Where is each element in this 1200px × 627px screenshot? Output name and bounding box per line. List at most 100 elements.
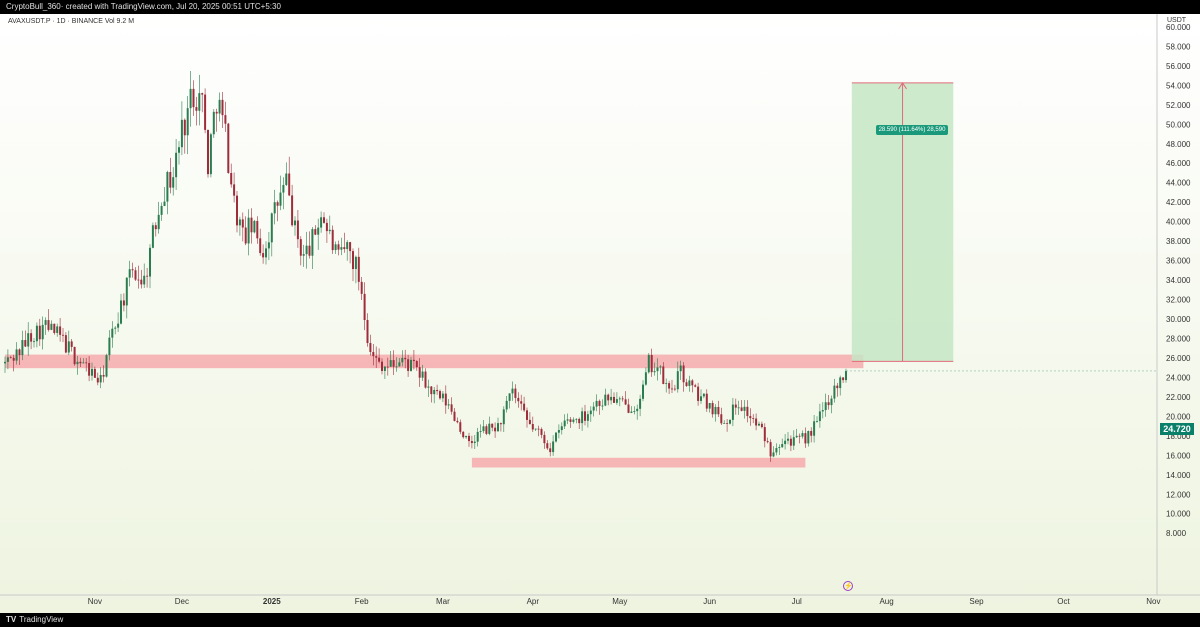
candle-bear xyxy=(131,269,134,271)
candle-bear xyxy=(697,386,700,401)
candle-bear xyxy=(711,403,714,415)
price-tick-label: 32.000 xyxy=(1166,296,1191,305)
candle-bear xyxy=(85,362,88,364)
candle-bear xyxy=(842,377,845,381)
candle-bear xyxy=(323,217,325,223)
candle-bull xyxy=(99,374,102,383)
symbol-legend[interactable]: AVAXUSDT.P · 1D · BINANCE Vol 9.2 M xyxy=(8,18,135,25)
candle-bear xyxy=(424,371,427,388)
candle-bear xyxy=(349,242,352,252)
candle-bear xyxy=(18,349,21,356)
candle-bull xyxy=(111,328,114,338)
candle-bull xyxy=(636,408,639,412)
candle-bear xyxy=(836,385,839,389)
candle-bear xyxy=(412,359,415,362)
time-tick-label: 2025 xyxy=(263,597,281,606)
candle-bear xyxy=(12,357,15,361)
time-tick-label: Jun xyxy=(703,597,716,606)
candle-bear xyxy=(691,380,694,386)
candle-bear xyxy=(662,366,665,384)
candle-bull xyxy=(328,229,331,232)
candle-bull xyxy=(91,368,93,376)
candle-bear xyxy=(624,399,627,405)
candle-bear xyxy=(682,365,685,383)
candle-bull xyxy=(688,380,691,386)
candle-bull xyxy=(117,323,120,328)
candle-bear xyxy=(62,334,64,336)
candle-bear xyxy=(204,94,207,130)
price-tick-label: 28.000 xyxy=(1166,334,1191,343)
time-tick-label: May xyxy=(612,597,627,606)
candle-bull xyxy=(821,410,824,412)
price-tick-label: 14.000 xyxy=(1166,471,1191,480)
candle-bear xyxy=(494,427,497,432)
candle-bull xyxy=(679,365,682,372)
price-tick-label: 34.000 xyxy=(1166,276,1191,285)
candle-bull xyxy=(50,323,53,330)
candle-bull xyxy=(778,447,781,449)
price-tick-label: 50.000 xyxy=(1166,120,1191,129)
candle-bull xyxy=(824,402,827,411)
candle-bear xyxy=(650,354,653,373)
candle-bear xyxy=(233,184,236,196)
candle-bear xyxy=(415,361,418,368)
candle-bull xyxy=(488,423,491,434)
price-tick-label: 46.000 xyxy=(1166,159,1191,168)
candle-bull xyxy=(595,400,598,407)
candle-bear xyxy=(154,225,157,230)
candle-bear xyxy=(79,361,82,364)
lightning-events-icon[interactable]: ⚡ xyxy=(843,581,853,591)
candle-bear xyxy=(256,220,259,239)
price-tick-label: 42.000 xyxy=(1166,198,1191,207)
candle-bear xyxy=(325,222,328,232)
candle-bear xyxy=(450,404,453,412)
candle-bear xyxy=(746,406,749,417)
candle-bear xyxy=(137,279,140,281)
candle-bull xyxy=(618,398,621,400)
candle-bull xyxy=(630,411,633,413)
candle-bull xyxy=(659,366,662,368)
candle-bull xyxy=(615,399,618,403)
candle-bear xyxy=(453,411,456,421)
candle-bull xyxy=(128,269,131,278)
support-zone[interactable] xyxy=(471,457,806,468)
candle-bull xyxy=(555,432,557,442)
time-tick-label: Jul xyxy=(792,597,802,606)
candle-bull xyxy=(473,441,476,444)
time-tick-label: Dec xyxy=(175,597,189,606)
candle-bull xyxy=(265,248,267,258)
candle-bull xyxy=(149,247,151,277)
candle-bear xyxy=(520,401,523,404)
candle-bear xyxy=(64,335,67,353)
candle-bull xyxy=(27,333,30,347)
candle-bull xyxy=(563,420,566,427)
candle-bear xyxy=(668,383,671,389)
candle-bear xyxy=(531,423,534,430)
candle-bull xyxy=(56,326,59,333)
candle-bear xyxy=(526,410,528,420)
resistance-zone[interactable] xyxy=(5,354,864,369)
candle-bull xyxy=(401,357,404,363)
tradingview-logo[interactable]: TV TradingView xyxy=(6,613,63,627)
candle-bull xyxy=(35,325,38,342)
candle-bear xyxy=(407,359,410,371)
candle-bear xyxy=(760,423,763,428)
price-tick-label: 26.000 xyxy=(1166,354,1191,363)
candle-bull xyxy=(807,431,810,444)
candle-bear xyxy=(73,346,76,365)
candle-bear xyxy=(749,416,752,419)
candle-bear xyxy=(491,423,494,428)
candle-bear xyxy=(360,281,363,294)
candle-bear xyxy=(276,202,279,206)
candle-bear xyxy=(720,414,723,424)
candle-bear xyxy=(673,388,676,390)
candle-bull xyxy=(644,372,647,385)
candle-bear xyxy=(88,363,91,376)
candle-bull xyxy=(76,361,79,365)
candle-bear xyxy=(537,428,540,430)
candle-bull xyxy=(731,404,734,420)
candle-bear xyxy=(357,256,360,282)
price-tick-label: 48.000 xyxy=(1166,140,1191,149)
candle-bear xyxy=(378,357,381,362)
